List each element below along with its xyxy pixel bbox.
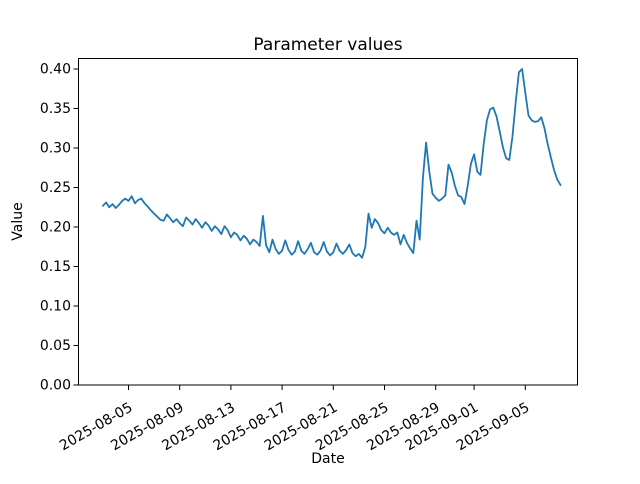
y-axis-tick-labels: 0.00 0.05 0.10 0.15 0.20 0.25 0.30 0.35 0.40 (40, 62, 71, 394)
y-tick-label: 0.40 (40, 62, 71, 78)
y-tick-label: 0.20 (40, 220, 71, 236)
y-tick-label: 0.10 (40, 299, 71, 315)
chart-title: Parameter values (253, 35, 402, 55)
x-axis-ticks (128, 385, 526, 390)
data-line (102, 68, 562, 259)
axes-border (78, 58, 578, 386)
y-tick-label: 0.00 (40, 378, 71, 394)
x-axis-label: Date (311, 451, 344, 467)
y-tick-label: 0.30 (40, 141, 71, 157)
y-axis-label: Value (10, 202, 26, 240)
y-tick-label: 0.15 (40, 259, 71, 275)
y-axis-ticks (73, 68, 79, 386)
y-tick-label: 0.35 (40, 101, 71, 117)
y-tick-label: 0.05 (40, 338, 71, 354)
x-axis-tick-labels: 2025-08-052025-08-092025-08-132025-08-17… (57, 400, 532, 455)
y-tick-label: 0.25 (40, 180, 71, 196)
